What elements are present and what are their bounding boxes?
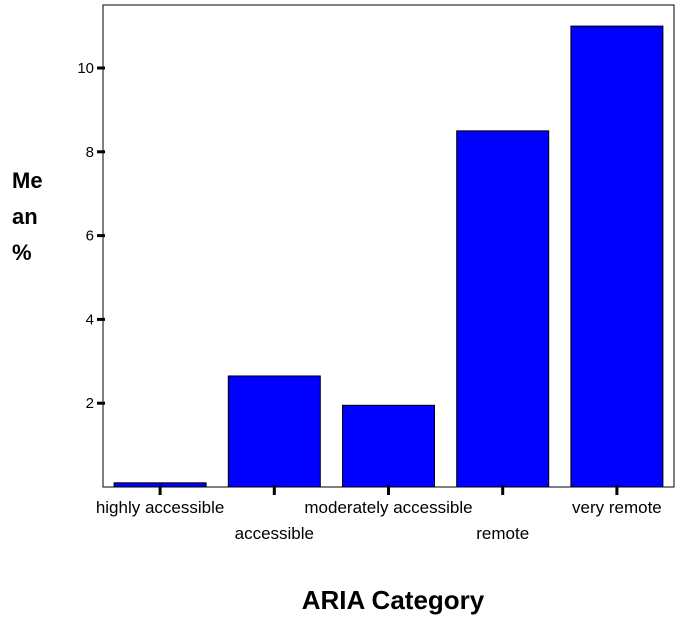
x-tick-label: accessible [235, 524, 314, 543]
y-tick-label: 10 [77, 60, 94, 77]
x-tick-label: very remote [572, 498, 662, 517]
bars [113, 25, 664, 488]
x-axis: highly accessible accessible moderately ac… [96, 485, 662, 543]
x-tick-label: remote [476, 524, 529, 543]
y-tick-label: 6 [86, 228, 94, 245]
x-tick-label: moderately accessible [304, 498, 472, 517]
y-axis-title-line: an [12, 204, 38, 229]
y-axis-title: Me an% [12, 168, 43, 265]
bar [342, 404, 435, 488]
bar [570, 25, 664, 488]
bar [227, 375, 321, 488]
y-tick-label: 8 [86, 144, 94, 161]
y-axis-title-line: Me [12, 168, 43, 193]
y-tick-label: 4 [86, 311, 94, 328]
x-tick-label: highly accessible [96, 498, 225, 517]
bar [456, 130, 550, 488]
y-axis: 2 4 6 8 10 [77, 60, 105, 412]
y-tick-label: 2 [86, 395, 94, 412]
x-axis-title: ARIA Category [302, 585, 485, 615]
y-axis-title-line: % [12, 240, 32, 265]
